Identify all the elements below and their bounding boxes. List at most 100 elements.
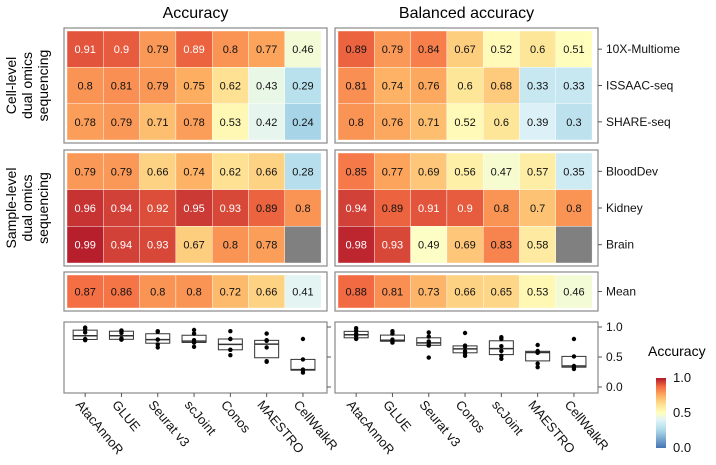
heatmap-cell <box>103 274 140 309</box>
row-label: Brain <box>606 238 634 252</box>
heatmap-cell <box>483 274 520 309</box>
heatmap-cell <box>66 30 104 68</box>
cell-label: 0.81 <box>382 287 403 299</box>
heatmap-cell <box>66 226 104 264</box>
heatmap-cell <box>175 226 213 264</box>
cell-label: 0.85 <box>345 166 366 178</box>
cell-label: 0.69 <box>454 240 475 252</box>
cell-label: 0.98 <box>345 240 366 252</box>
cell-label: 0.52 <box>454 117 475 129</box>
cell-label: 0.28 <box>292 166 313 178</box>
heatmap-cell <box>374 226 411 264</box>
heatmap-cell <box>103 152 140 190</box>
heatmap-cell <box>410 274 448 309</box>
cell-label: 0.56 <box>454 166 475 178</box>
cell-label: 0.79 <box>111 166 132 178</box>
cell-label: 0.77 <box>382 166 403 178</box>
cell-label: 0.6 <box>530 44 545 56</box>
method-label: GLUE <box>380 397 414 434</box>
heatmap-cell <box>139 274 177 309</box>
heatmap-cell <box>374 274 411 309</box>
boxplot-point <box>82 325 88 330</box>
boxplot-point <box>535 342 540 348</box>
heatmap-cell <box>337 189 375 227</box>
heatmap-cell <box>519 226 556 264</box>
boxplot-point <box>119 328 124 333</box>
cell-label: 0.67 <box>183 240 204 252</box>
heatmap-cell <box>175 30 213 68</box>
boxplot-point <box>462 348 468 354</box>
boxplot-point <box>499 348 504 354</box>
cell-label: 0.84 <box>418 44 439 56</box>
heatmap-cell <box>410 67 448 104</box>
heatmap-cell <box>103 67 140 104</box>
cell-label: 0.77 <box>256 44 277 56</box>
heatmap-cell <box>248 226 285 264</box>
cell-label: 0.79 <box>147 44 168 56</box>
cell-label: 0.88 <box>345 287 366 299</box>
cell-label: 0.71 <box>418 117 439 129</box>
row-label: Mean <box>606 285 636 299</box>
cell-label: 0.66 <box>256 166 277 178</box>
boxplot-point <box>300 357 306 362</box>
heatmap-cell <box>248 274 285 309</box>
heatmap-cell <box>410 226 448 264</box>
cell-label: 0.8 <box>78 81 93 93</box>
heatmap-cell <box>483 30 520 68</box>
cell-label: 0.53 <box>220 117 241 129</box>
cell-label: 0.89 <box>345 44 366 56</box>
cell-label: 0.93 <box>147 240 168 252</box>
cell-label: 0.94 <box>345 203 366 215</box>
cell-label: 0.9 <box>114 44 129 56</box>
cell-label: 0.75 <box>183 81 204 93</box>
boxplot-point <box>426 355 431 360</box>
cell-label: 0.33 <box>563 81 584 93</box>
cell-label: 0.79 <box>74 166 95 178</box>
heatmap-cell <box>248 67 285 104</box>
heatmap-cell <box>555 274 593 309</box>
cell-label: 0.86 <box>111 287 132 299</box>
heatmap-cell <box>139 30 177 68</box>
cell-label: 0.66 <box>256 287 277 299</box>
cell-label: 0.94 <box>111 203 132 215</box>
boxplot-point <box>228 353 233 358</box>
heatmap-cell <box>211 152 249 190</box>
cell-label: 0.62 <box>220 81 241 93</box>
boxplot-point <box>264 338 269 343</box>
cell-label: 0.78 <box>183 117 204 129</box>
cell-label: 0.39 <box>527 117 548 129</box>
boxplot-point <box>571 354 577 359</box>
heatmap-cell <box>483 189 520 227</box>
group-label: Cell-leveldual omicssequencing <box>3 50 51 122</box>
boxplot-point <box>535 348 540 354</box>
cell-label: 0.89 <box>183 44 204 56</box>
heatmap-cell <box>248 152 285 190</box>
heatmap-cell <box>374 103 411 141</box>
cell-label: 0.8 <box>566 203 581 215</box>
boxplot-tick-label: 0.5 <box>606 350 623 364</box>
cell-label: 0.76 <box>382 117 403 129</box>
heatmap-cell <box>337 103 375 141</box>
legend-tick-label: 0.0 <box>673 440 691 455</box>
cell-label: 0.29 <box>292 81 313 93</box>
boxplot-point <box>82 336 88 342</box>
cell-label: 0.9 <box>457 203 472 215</box>
cell-label: 0.67 <box>454 44 475 56</box>
heatmap-cell <box>410 103 448 141</box>
heatmap-cell <box>519 152 556 190</box>
boxplot-point <box>390 329 395 334</box>
heatmap-cell <box>374 30 411 68</box>
heatmap-cell <box>555 189 593 227</box>
heatmap-cell <box>337 226 375 264</box>
boxplot-point <box>462 343 468 348</box>
boxplot-point <box>264 331 269 336</box>
cell-label: 0.95 <box>183 203 204 215</box>
boxplot-point <box>228 336 233 342</box>
heatmap-cell <box>284 226 322 264</box>
cell-label: 0.87 <box>74 287 95 299</box>
heatmap-cell <box>410 30 448 68</box>
legend-title: Accuracy <box>648 343 706 359</box>
heatmap-cell <box>446 189 484 227</box>
cell-label: 0.62 <box>220 166 241 178</box>
heatmap-cell <box>284 274 322 309</box>
